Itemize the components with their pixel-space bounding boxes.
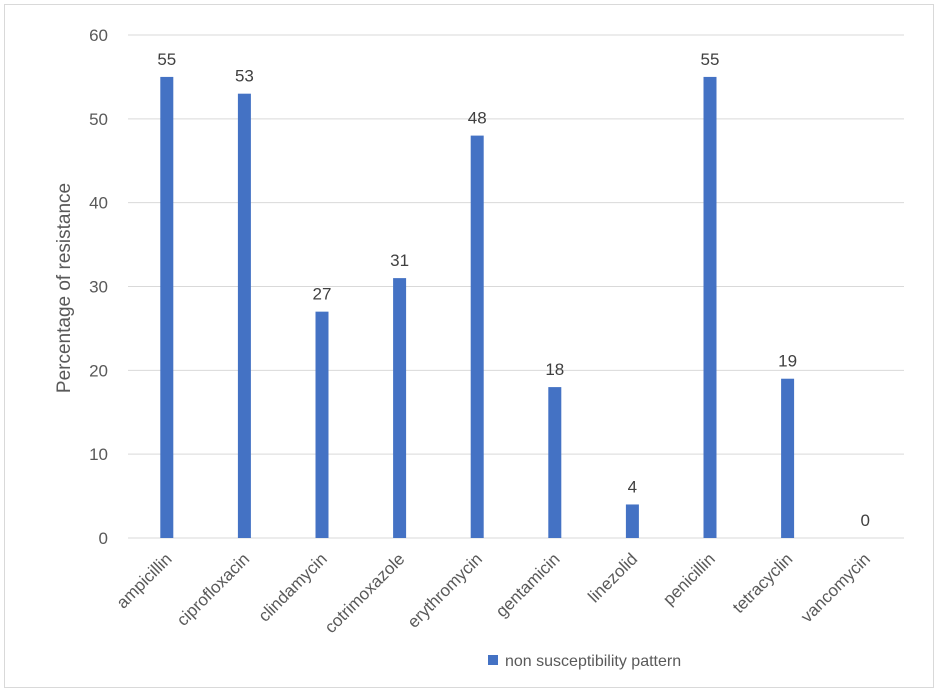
x-tick-label: tetracyclin	[729, 549, 797, 617]
data-labels: 55 53 27 31 48 18 4 55 19 0	[157, 50, 870, 530]
x-tick-label: erythromycin	[404, 549, 486, 631]
data-label: 27	[313, 285, 332, 304]
data-label: 55	[701, 50, 720, 69]
legend-swatch	[488, 655, 498, 665]
data-label: 55	[157, 50, 176, 69]
bar	[625, 504, 639, 538]
y-axis-ticks: 0 10 20 30 40 50 60	[89, 26, 108, 548]
x-tick-label: vancomycin	[797, 549, 874, 626]
bar	[470, 135, 484, 538]
x-tick-label: ciprofloxacin	[173, 549, 253, 629]
x-tick-label: gentamicin	[492, 549, 564, 621]
bar	[315, 311, 329, 538]
y-tick-label: 40	[89, 194, 108, 213]
data-label: 0	[860, 511, 869, 530]
y-tick-label: 0	[99, 529, 108, 548]
data-label: 53	[235, 67, 254, 86]
y-tick-label: 10	[89, 445, 108, 464]
data-label: 48	[468, 109, 487, 128]
data-label: 4	[628, 477, 637, 496]
x-tick-label: penicillin	[659, 549, 719, 609]
gridlines	[128, 34, 904, 539]
bar	[781, 378, 795, 538]
y-tick-label: 60	[89, 26, 108, 45]
bar	[548, 387, 562, 538]
chart-frame	[4, 4, 934, 688]
data-label: 31	[390, 251, 409, 270]
x-tick-label: linezolid	[584, 549, 641, 606]
y-axis-label: Percentage of resistance	[54, 183, 75, 393]
legend: non susceptibility pattern	[488, 653, 681, 670]
y-tick-label: 50	[89, 110, 108, 129]
legend-label: non susceptibility pattern	[505, 653, 681, 670]
x-tick-label: ampicillin	[113, 549, 176, 612]
y-tick-label: 30	[89, 278, 108, 297]
data-label: 18	[545, 360, 564, 379]
data-label: 19	[778, 352, 797, 371]
bars	[160, 76, 795, 539]
x-tick-label: cotrimoxazole	[321, 549, 409, 637]
bar	[393, 278, 407, 538]
bar	[703, 76, 717, 539]
bar	[160, 76, 174, 539]
bar	[237, 93, 251, 538]
x-tick-label: clindamycin	[255, 549, 331, 625]
y-tick-label: 20	[89, 361, 108, 380]
